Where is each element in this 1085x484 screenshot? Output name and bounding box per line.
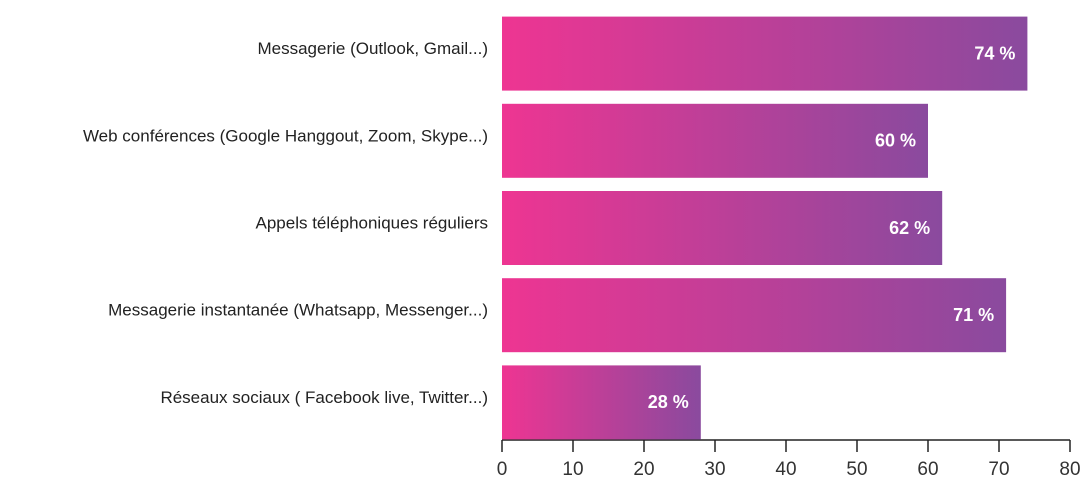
x-tick-label: 10: [562, 459, 583, 480]
value-label: 71 %: [953, 305, 994, 325]
bar: [502, 191, 943, 265]
category-label: Appels téléphoniques réguliers: [256, 213, 489, 232]
value-label: 74 %: [974, 43, 1015, 63]
x-tick-label: 70: [988, 459, 1009, 480]
value-label: 60 %: [875, 131, 916, 151]
x-tick-label: 80: [1059, 459, 1080, 480]
bar: [502, 278, 1007, 353]
bar: [502, 365, 701, 440]
value-label: 28 %: [648, 392, 689, 412]
category-label: Réseaux sociaux ( Facebook live, Twitter…: [160, 388, 488, 407]
category-label: Messagerie instantanée (Whatsapp, Messen…: [108, 301, 488, 320]
x-tick-label: 0: [497, 459, 508, 480]
category-label: Web conférences (Google Hanggout, Zoom, …: [83, 126, 488, 145]
bar: [502, 103, 928, 178]
category-label: Messagerie (Outlook, Gmail...): [257, 39, 488, 58]
bar: [502, 16, 1028, 91]
x-tick-label: 30: [704, 459, 725, 480]
value-label: 62 %: [889, 218, 930, 238]
x-tick-label: 20: [633, 459, 654, 480]
x-tick-label: 60: [917, 459, 938, 480]
x-tick-label: 40: [775, 459, 796, 480]
x-tick-label: 50: [846, 459, 867, 480]
